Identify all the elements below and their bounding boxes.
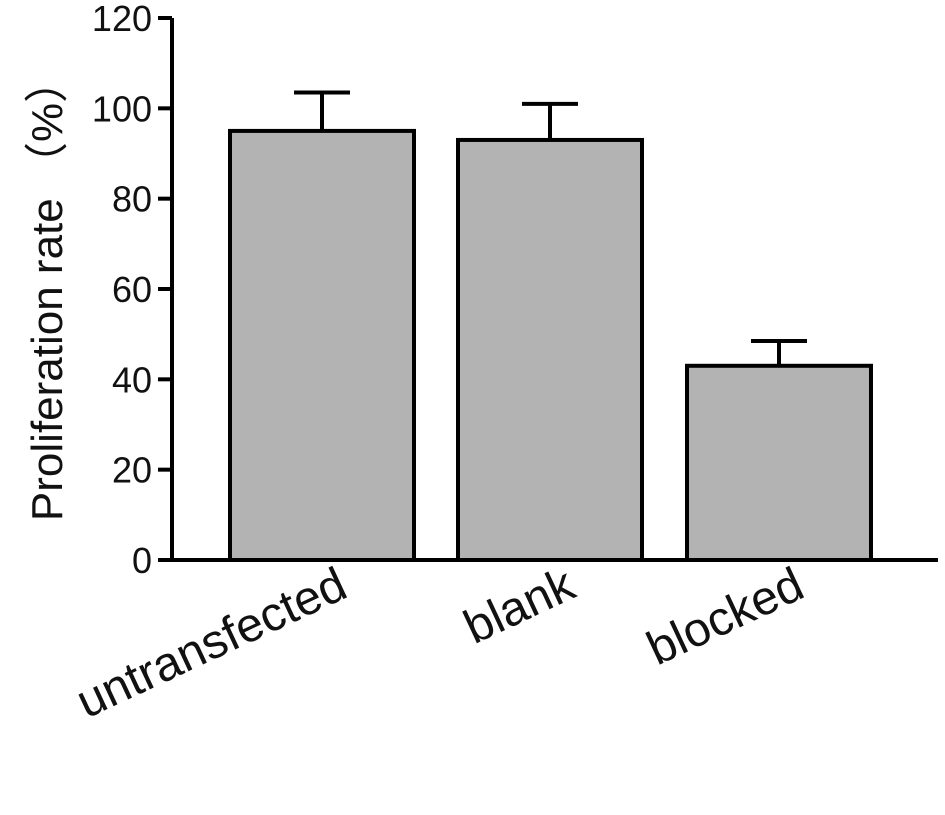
chart-marks: 0 20 40 60 80 100 120 untransfected blank blocked <box>69 0 938 729</box>
y-tick-label: 120 <box>92 0 152 39</box>
y-tick-label: 40 <box>112 359 152 400</box>
y-tick-label: 60 <box>112 269 152 310</box>
bar-untransfected <box>228 128 416 563</box>
y-tick-label: 80 <box>112 179 152 220</box>
bar-blocked <box>685 363 873 562</box>
y-tick-label: 0 <box>132 540 152 581</box>
y-tick-label: 100 <box>92 88 152 129</box>
x-category-label: blank <box>456 558 583 655</box>
bar-blank <box>456 137 644 562</box>
x-category-label: blocked <box>639 558 811 676</box>
x-category-label: untransfected <box>69 558 355 729</box>
y-tick-label: 20 <box>112 450 152 491</box>
y-axis-title: Proliferation rate （%） <box>23 59 72 521</box>
